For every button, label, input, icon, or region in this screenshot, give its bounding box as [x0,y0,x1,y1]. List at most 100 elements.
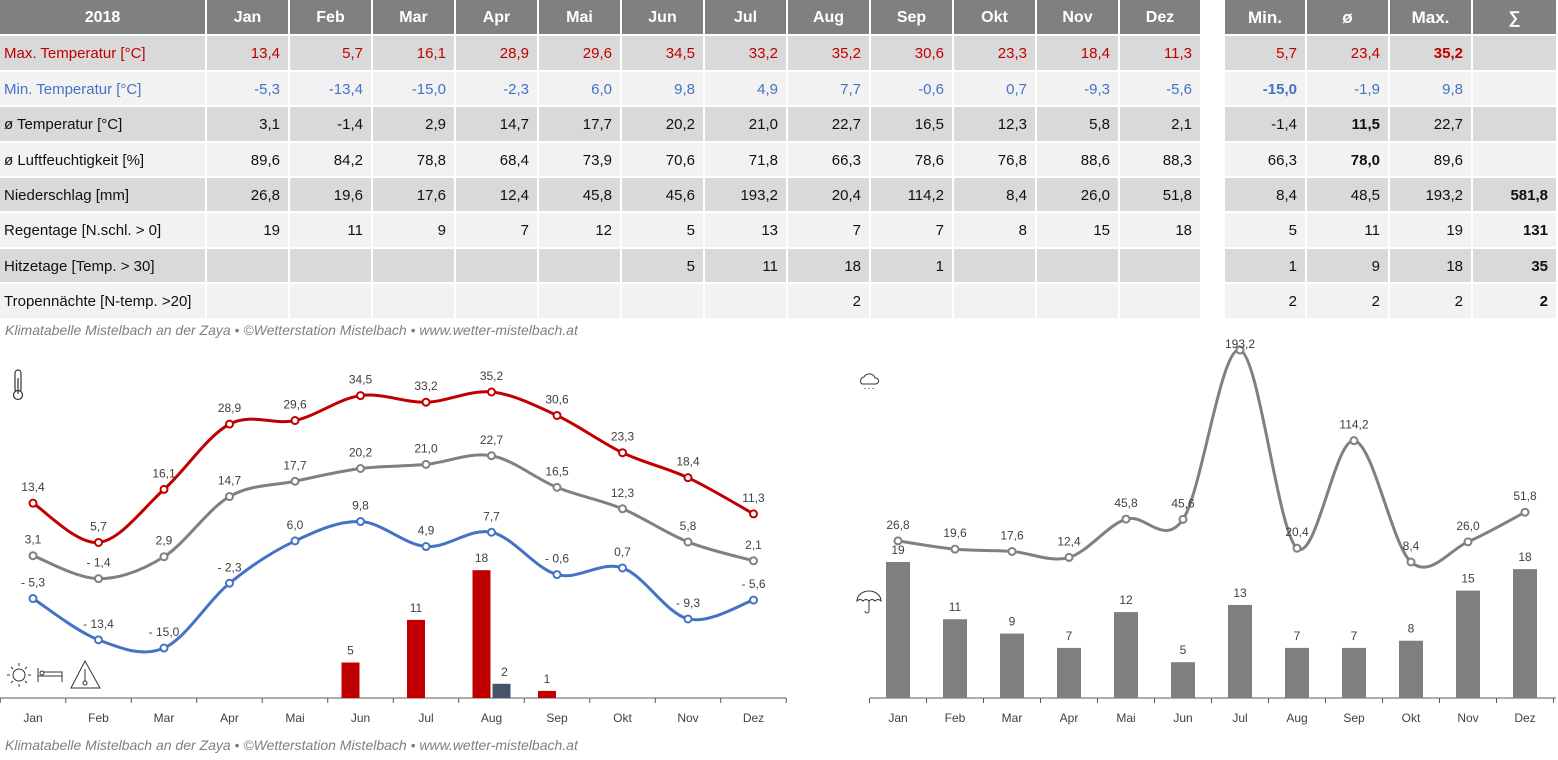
data-label: - 13,4 [83,617,114,631]
data-label: - 9,3 [676,596,700,610]
table-cell: 20,2 [622,107,705,142]
stat-cell: 5 [1225,213,1307,248]
table-cell: -13,4 [290,72,373,106]
table-cell [207,249,290,283]
data-label: 21,0 [414,441,438,455]
x-tick-label: Apr [1060,711,1079,725]
table-cell [622,284,705,319]
bar-regentage [1171,662,1195,698]
data-label: 45,8 [1114,496,1138,510]
table-cell [871,284,954,319]
table-cell: 14,7 [456,107,539,142]
data-point [28,498,38,508]
bar-data-label: 11 [949,600,962,614]
table-header-stat: Max. [1390,0,1473,35]
table-cell: 29,6 [539,36,622,71]
table-cell [954,284,1037,319]
data-label: - 5,3 [21,576,45,590]
table-header-month: Feb [290,0,373,35]
table-cell: -5,6 [1120,72,1202,106]
x-tick-label: Aug [481,711,502,725]
data-point [1292,543,1302,553]
data-label: 28,9 [218,401,242,415]
table-cell: -5,3 [207,72,290,106]
bar-data-label: 18 [475,551,489,565]
x-tick-label: Mai [285,711,304,725]
bar-data-label: 7 [1351,629,1358,643]
data-label: 6,0 [287,518,304,532]
data-label: 16,5 [545,464,569,478]
table-header-month: Sep [871,0,954,35]
table-header-month: Jul [705,0,788,35]
x-tick-label: Aug [1286,711,1307,725]
stat-cell [1473,72,1558,106]
data-point [618,563,627,573]
table-cell: 5 [622,213,705,248]
row-label: ø Temperatur [°C] [0,107,207,142]
data-point [225,578,234,588]
bar-data-label: 18 [1518,550,1532,564]
bed-icon [37,668,63,682]
table-cell: 6,0 [539,72,622,106]
bar-regentage [1285,647,1309,698]
stat-cell: 9,8 [1390,72,1473,106]
bar-data-label: 12 [1119,593,1133,607]
stat-cell: 8,4 [1225,178,1307,212]
data-point [159,552,169,562]
data-label: 23,3 [611,430,635,444]
data-point [1064,552,1074,562]
table-cell: 12,3 [954,107,1037,142]
data-point [1121,514,1131,524]
stat-cell: 35,2 [1390,36,1473,71]
table-cell: 89,6 [207,143,290,177]
table-cell: -2,3 [456,72,539,106]
data-point [749,556,758,566]
table-cell: 71,8 [705,143,788,177]
table-cell: 17,6 [373,178,456,212]
table-cell: 2,9 [373,107,456,142]
stat-cell: 9 [1307,249,1390,283]
bar-data-label: 5 [347,644,354,658]
table-cell: 5 [622,249,705,283]
table-cell [290,249,373,283]
table-header-stat: ∑ [1473,0,1558,35]
stat-cell: 131 [1473,213,1558,248]
table-header-month: Jan [207,0,290,35]
x-tick-label: Jun [351,711,370,725]
table-cell: 16,5 [871,107,954,142]
bar-hitzetag [407,619,425,698]
table-cell: 18 [1120,213,1202,248]
table-cell: 88,6 [1037,143,1120,177]
data-point [1463,537,1473,547]
bar-regentage [1456,590,1480,698]
table-header-month: Nov [1037,0,1120,35]
row-label: Hitzetage [Temp. > 30] [0,249,207,283]
data-label: 19,6 [943,526,967,540]
table-cell: 7 [871,213,954,248]
table-header-month: Okt [954,0,1037,35]
data-point [421,397,431,407]
table-header-stat: Min. [1225,0,1307,35]
table-cell [456,284,539,319]
table-header-stat: ø [1307,0,1390,35]
table-header-month: Aug [788,0,871,35]
stat-cell: 48,5 [1307,178,1390,212]
data-label: 193,2 [1225,337,1255,351]
bar-data-label: 19 [891,543,905,557]
table-cell: -15,0 [373,72,456,106]
table-cell: 26,0 [1037,178,1120,212]
stat-cell: 11 [1307,213,1390,248]
data-label: 17,7 [283,458,307,472]
table-cell: 11,3 [1120,36,1202,71]
bar-regentage [1228,604,1252,698]
table-cell [373,249,456,283]
x-tick-label: Jan [23,711,42,725]
data-point [683,537,693,547]
stat-cell: 2 [1225,284,1307,319]
row-label: Tropennächte [N-temp. >20] [0,284,207,319]
bar-regentage [1057,647,1081,698]
data-point [893,536,903,546]
data-label: 35,2 [480,369,504,383]
x-tick-label: Apr [220,711,239,725]
